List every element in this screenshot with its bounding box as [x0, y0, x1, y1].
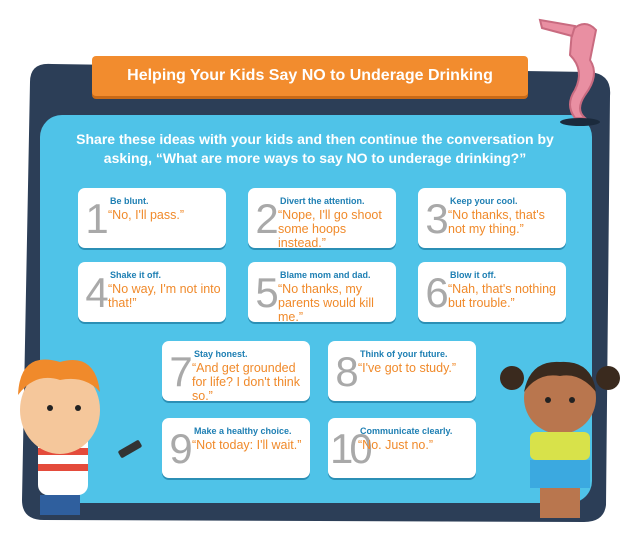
tip-quote: “Nah, that's nothing but trouble.” [448, 282, 562, 310]
tip-number: 7 [164, 349, 194, 395]
tip-heading: Think of your future. [360, 349, 448, 359]
tip-quote: “Not today: I'll wait.” [192, 438, 306, 452]
tip-quote: “I've got to study.” [358, 361, 472, 375]
tip-quote: “No. Just no.” [358, 438, 472, 452]
tip-heading: Keep your cool. [450, 196, 518, 206]
tip-number: 10 [330, 426, 360, 472]
tip-quote: “And get grounded for life? I don't thin… [192, 361, 306, 403]
intro-text: Share these ideas with your kids and the… [60, 130, 570, 168]
tip-quote: “No thanks, that's not my thing.” [448, 208, 562, 236]
tip-number: 5 [250, 270, 280, 316]
tip-quote: “No thanks, my parents would kill me.” [278, 282, 392, 324]
tip-number: 8 [330, 349, 360, 395]
tip-number: 2 [250, 196, 280, 242]
infographic: Helping Your Kids Say NO to Underage Dri… [0, 0, 629, 534]
tip-quote: “No, I'll pass.” [108, 208, 222, 222]
tip-heading: Communicate clearly. [360, 426, 452, 436]
title-banner: Helping Your Kids Say NO to Underage Dri… [92, 56, 528, 96]
tip-heading: Blow it off. [450, 270, 496, 280]
tip-quote: “No way, I'm not into that!” [108, 282, 222, 310]
tip-heading: Shake it off. [110, 270, 161, 280]
tip-heading: Make a healthy choice. [194, 426, 292, 436]
tip-heading: Divert the attention. [280, 196, 365, 206]
tip-number: 1 [80, 196, 110, 242]
tip-number: 4 [80, 270, 110, 316]
tip-number: 6 [420, 270, 450, 316]
tip-heading: Be blunt. [110, 196, 149, 206]
tip-number: 3 [420, 196, 450, 242]
tip-heading: Stay honest. [194, 349, 248, 359]
tip-number: 9 [164, 426, 194, 472]
tip-heading: Blame mom and dad. [280, 270, 371, 280]
tip-quote: “Nope, I'll go shoot some hoops instead.… [278, 208, 392, 250]
